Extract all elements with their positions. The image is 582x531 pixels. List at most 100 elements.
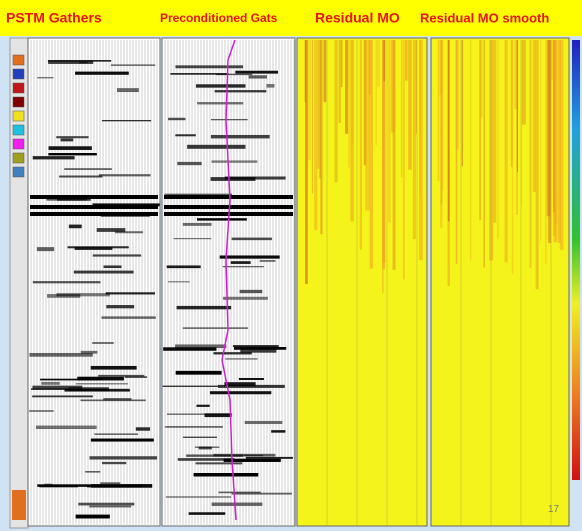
reflector	[78, 502, 135, 506]
streak	[402, 40, 405, 280]
reflector	[271, 430, 286, 433]
streak	[548, 40, 552, 243]
reflector	[213, 453, 276, 457]
reflector	[89, 456, 158, 460]
reflector	[222, 265, 264, 268]
reflector	[75, 71, 129, 75]
panel-title: Residual MO smooth	[420, 10, 549, 25]
page-number: 17	[548, 504, 560, 515]
streak	[307, 40, 312, 160]
reflector	[60, 138, 74, 142]
tool-icon	[12, 124, 25, 136]
reflector	[165, 496, 232, 498]
reflector	[87, 485, 142, 488]
reflector	[48, 153, 97, 156]
streak	[383, 40, 386, 82]
tool-icon	[12, 54, 25, 66]
streak	[441, 40, 444, 191]
reflector	[32, 156, 75, 160]
streak	[401, 40, 403, 178]
reflector	[46, 197, 88, 201]
streak	[404, 40, 408, 81]
reflector	[248, 75, 267, 79]
reflector	[101, 461, 127, 465]
reflector	[163, 347, 217, 351]
streak	[318, 40, 322, 179]
reflector	[101, 120, 152, 122]
reflector	[96, 228, 126, 232]
reflector	[232, 345, 279, 347]
reflector	[135, 427, 151, 431]
panel-title: PSTM Gathers	[6, 10, 102, 26]
streak	[552, 40, 556, 237]
reflector	[32, 281, 101, 284]
attribute-panel	[430, 37, 570, 527]
reflector	[197, 218, 247, 221]
reflector	[29, 352, 93, 357]
reflector	[68, 224, 82, 229]
streak	[529, 40, 532, 269]
streak	[521, 40, 526, 125]
streak	[550, 40, 554, 81]
reflector	[182, 436, 217, 438]
reflector	[225, 358, 258, 360]
reflector	[103, 265, 122, 269]
reflector	[116, 88, 139, 93]
streak	[340, 40, 343, 88]
tool-icon	[12, 110, 25, 122]
reflector	[188, 512, 226, 515]
reflector	[177, 458, 235, 461]
reflector	[101, 316, 156, 319]
reflector	[98, 374, 145, 377]
reflector	[37, 484, 94, 487]
reflector	[259, 260, 276, 262]
reflector	[164, 205, 293, 209]
reflector	[173, 237, 212, 240]
reflector	[198, 446, 212, 450]
reflector	[114, 231, 144, 234]
reflector	[238, 378, 264, 380]
reflector	[30, 195, 158, 199]
reflector	[92, 342, 114, 344]
streak	[365, 40, 368, 211]
streak	[510, 40, 513, 167]
velocity-curve	[221, 39, 237, 521]
reflector	[245, 456, 293, 459]
streak	[479, 40, 481, 221]
reflector	[92, 254, 142, 257]
streak	[545, 40, 547, 264]
streak	[375, 40, 377, 146]
tool-icon	[12, 138, 25, 150]
reflector	[73, 270, 134, 274]
reflector	[175, 344, 227, 349]
reflector	[35, 425, 97, 430]
streak	[521, 40, 523, 205]
streak	[493, 40, 497, 223]
streak	[419, 40, 423, 261]
reflector	[110, 64, 156, 66]
reflector	[214, 90, 267, 93]
streak	[557, 40, 561, 243]
reflector	[240, 349, 277, 353]
reflector	[56, 293, 110, 297]
streak	[348, 40, 350, 168]
reflector	[244, 420, 283, 425]
streak	[350, 40, 354, 222]
reflector	[77, 376, 124, 381]
reflector	[182, 327, 248, 329]
reflector	[39, 485, 78, 488]
tool-icon	[12, 82, 25, 94]
reflector	[59, 175, 103, 178]
streak	[497, 40, 500, 239]
tool-icon	[12, 152, 25, 164]
streak	[483, 40, 485, 268]
streak	[540, 40, 542, 242]
reflector	[74, 247, 113, 250]
reflector	[223, 458, 281, 462]
reflector	[165, 426, 223, 428]
reflector	[234, 347, 287, 350]
streak	[412, 40, 416, 240]
reflector	[40, 378, 103, 381]
streak	[368, 40, 372, 95]
reflector	[89, 505, 132, 508]
